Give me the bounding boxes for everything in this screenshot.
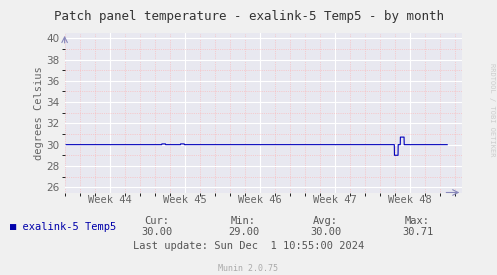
Text: 30.00: 30.00	[310, 227, 341, 237]
Text: Avg:: Avg:	[313, 216, 338, 226]
Text: Max:: Max:	[405, 216, 430, 226]
Text: 30.71: 30.71	[402, 227, 433, 237]
Text: Min:: Min:	[231, 216, 256, 226]
Text: Last update: Sun Dec  1 10:55:00 2024: Last update: Sun Dec 1 10:55:00 2024	[133, 241, 364, 251]
Text: 30.00: 30.00	[141, 227, 172, 237]
Text: Munin 2.0.75: Munin 2.0.75	[219, 264, 278, 273]
Text: 29.00: 29.00	[228, 227, 259, 237]
Text: Cur:: Cur:	[144, 216, 169, 226]
Text: Patch panel temperature - exalink-5 Temp5 - by month: Patch panel temperature - exalink-5 Temp…	[54, 10, 443, 23]
Text: RRDTOOL / TOBI OETIKER: RRDTOOL / TOBI OETIKER	[489, 63, 495, 157]
Text: ■ exalink-5 Temp5: ■ exalink-5 Temp5	[10, 222, 116, 232]
Y-axis label: degrees Celsius: degrees Celsius	[34, 66, 44, 160]
